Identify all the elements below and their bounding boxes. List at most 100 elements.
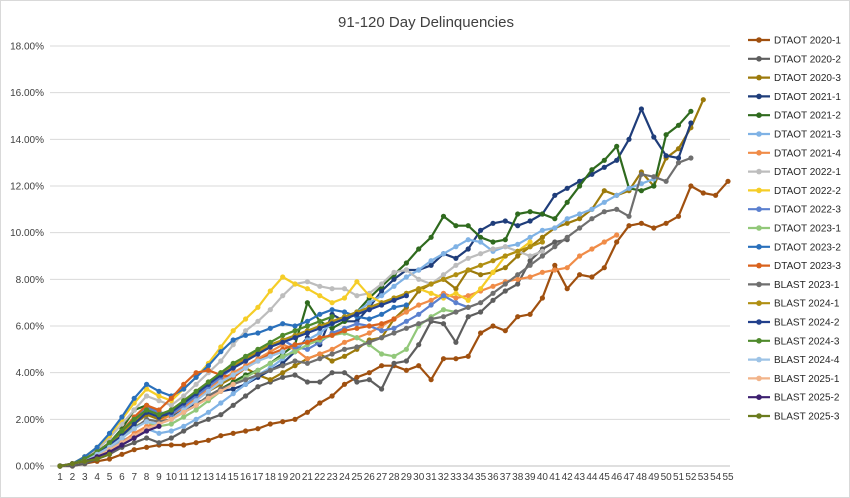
y-axis: 0.00% 2.00% 4.00% 6.00% 8.00% 10.00% 12.00% 14.…: [10, 42, 44, 473]
data-point: [478, 234, 484, 240]
data-point: [552, 192, 558, 198]
data-point: [440, 307, 447, 313]
x-tick-label: 18: [265, 472, 277, 483]
y-tick-label: 2.00%: [16, 415, 44, 426]
data-point: [218, 358, 224, 364]
data-point: [453, 262, 459, 268]
data-point: [205, 437, 211, 443]
data-point: [168, 435, 174, 441]
x-tick-label: 44: [586, 472, 598, 483]
data-point: [230, 391, 236, 397]
data-point: [131, 440, 137, 446]
data-point: [416, 321, 422, 327]
data-point: [564, 216, 570, 222]
data-point: [675, 155, 682, 161]
legend-marker: [756, 394, 762, 401]
legend-marker: [756, 375, 762, 382]
x-tick-label: 3: [82, 472, 88, 483]
data-point: [478, 251, 484, 257]
data-point: [601, 199, 607, 205]
data-point: [292, 416, 298, 422]
x-tick-label: 24: [339, 472, 351, 483]
data-point: [515, 223, 521, 229]
data-point: [119, 414, 125, 420]
data-point: [502, 281, 508, 287]
data-point: [416, 342, 422, 348]
x-tick-label: 54: [710, 472, 722, 483]
data-point: [230, 372, 236, 378]
data-point: [663, 220, 669, 226]
data-point: [601, 188, 607, 194]
data-point: [205, 388, 211, 394]
data-point: [292, 363, 298, 369]
data-point: [379, 363, 385, 369]
legend-item: BLAST 2025-1: [748, 374, 840, 385]
data-point: [193, 407, 199, 413]
data-point: [317, 356, 323, 362]
data-point: [527, 311, 533, 317]
data-point: [478, 262, 484, 268]
data-point: [168, 416, 174, 422]
data-point: [292, 372, 298, 378]
data-point: [453, 356, 459, 362]
data-point: [379, 351, 385, 357]
data-point: [589, 274, 595, 280]
data-point: [725, 178, 731, 184]
x-axis: 1 2 3 4 5 6 7 8 9 10 11 12 13 14 15 16 17 18 19 20 21 22 23 24 2…: [50, 465, 734, 483]
data-point: [243, 393, 249, 399]
data-point: [502, 265, 508, 271]
data-point: [317, 311, 323, 317]
legend-marker: [756, 168, 762, 175]
data-point: [304, 409, 310, 415]
legend-label: DTAOT 2023-3: [774, 261, 841, 272]
x-tick-label: 41: [549, 472, 561, 483]
data-point: [144, 435, 150, 441]
data-point: [453, 309, 459, 315]
data-point: [490, 323, 496, 329]
data-point: [626, 185, 632, 191]
data-point: [502, 328, 508, 334]
data-point: [379, 386, 385, 392]
x-tick-label: 35: [475, 472, 487, 483]
data-point: [119, 435, 125, 441]
data-point: [341, 316, 348, 322]
x-tick-label: 34: [463, 472, 475, 483]
data-point: [391, 304, 397, 310]
data-point: [713, 192, 719, 198]
data-point: [218, 370, 224, 376]
data-point: [280, 363, 286, 369]
data-point: [230, 328, 236, 334]
legend-marker: [756, 338, 762, 344]
data-point: [280, 349, 286, 355]
data-point: [94, 456, 100, 462]
data-point: [539, 269, 546, 275]
data-point: [255, 304, 261, 310]
data-point: [465, 314, 471, 320]
x-tick-label: 19: [277, 472, 289, 483]
x-tick-label: 14: [215, 472, 227, 483]
data-point: [589, 216, 595, 222]
data-point: [354, 311, 360, 317]
legend-item: DTAOT 2022-2: [748, 186, 841, 197]
data-point: [502, 237, 508, 243]
data-point: [205, 409, 211, 415]
data-point: [119, 442, 125, 448]
legend-item: BLAST 2024-2: [748, 318, 840, 329]
data-point: [478, 239, 484, 245]
legend-label: DTAOT 2020-3: [774, 73, 841, 84]
data-point: [453, 255, 459, 261]
chart-title: 91-120 Day Delinquencies: [338, 14, 514, 31]
data-point: [205, 416, 211, 422]
x-tick-label: 16: [240, 472, 252, 483]
data-point: [527, 244, 533, 250]
data-point: [329, 346, 335, 352]
data-point: [626, 223, 632, 229]
data-point: [366, 377, 372, 383]
data-point: [230, 430, 236, 436]
data-point: [379, 302, 385, 308]
data-point: [626, 213, 632, 219]
data-point: [267, 421, 273, 427]
legend-item: BLAST 2023-1: [748, 280, 840, 291]
legend-marker: [756, 262, 762, 269]
data-point: [156, 407, 162, 413]
